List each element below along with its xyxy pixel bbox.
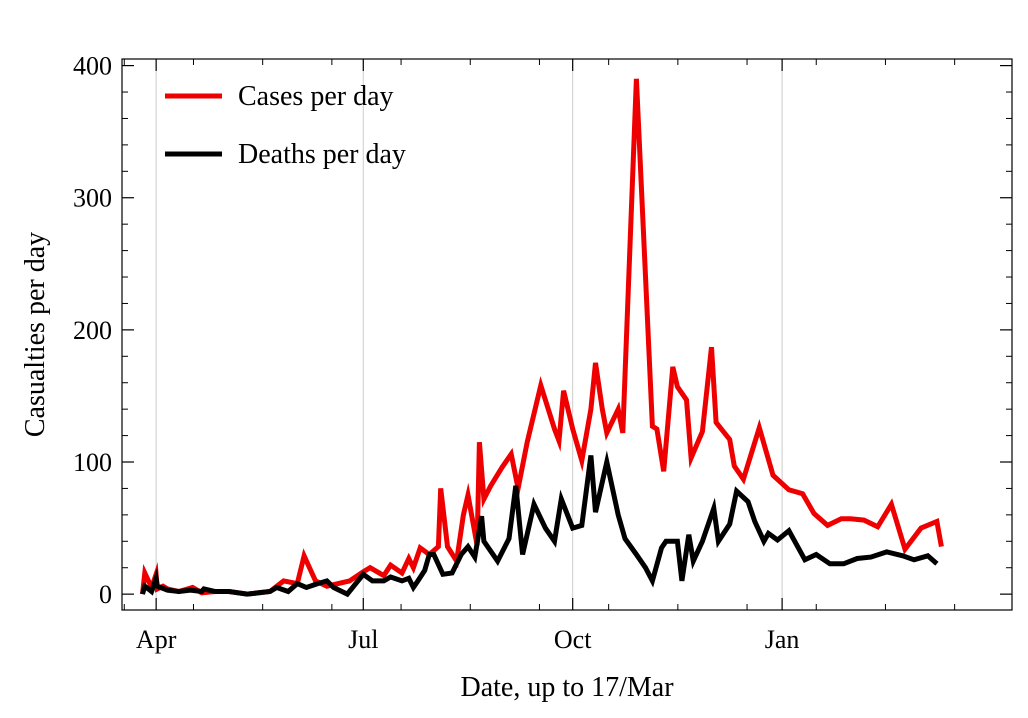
y-tick-label: 0: [99, 580, 112, 609]
legend: Cases per day Deaths per day: [165, 81, 406, 170]
x-tick-label: Oct: [554, 625, 592, 654]
y-tick-label: 200: [73, 316, 112, 345]
y-axis-title: Casualties per day: [20, 232, 51, 437]
series-line-deaths: [140, 450, 939, 598]
legend-label-cases: Cases per day: [238, 81, 394, 112]
plot-frame: [121, 58, 1013, 611]
y-tick-label: 100: [73, 448, 112, 477]
x-tick-label: Jul: [348, 625, 378, 654]
series-lines: [140, 78, 944, 598]
y-tick-label: 400: [73, 52, 112, 81]
x-tick-label: Apr: [136, 625, 177, 654]
x-axis-title: Date, up to 17/Mar: [460, 672, 674, 703]
y-tick-label: 300: [73, 184, 112, 213]
legend-label-deaths: Deaths per day: [238, 139, 406, 170]
grid-lines: [155, 59, 783, 610]
axis-ticks: Apr Jul Oct Jan 0 100 200 300 400: [73, 52, 1012, 654]
x-tick-label: Jan: [765, 625, 800, 654]
